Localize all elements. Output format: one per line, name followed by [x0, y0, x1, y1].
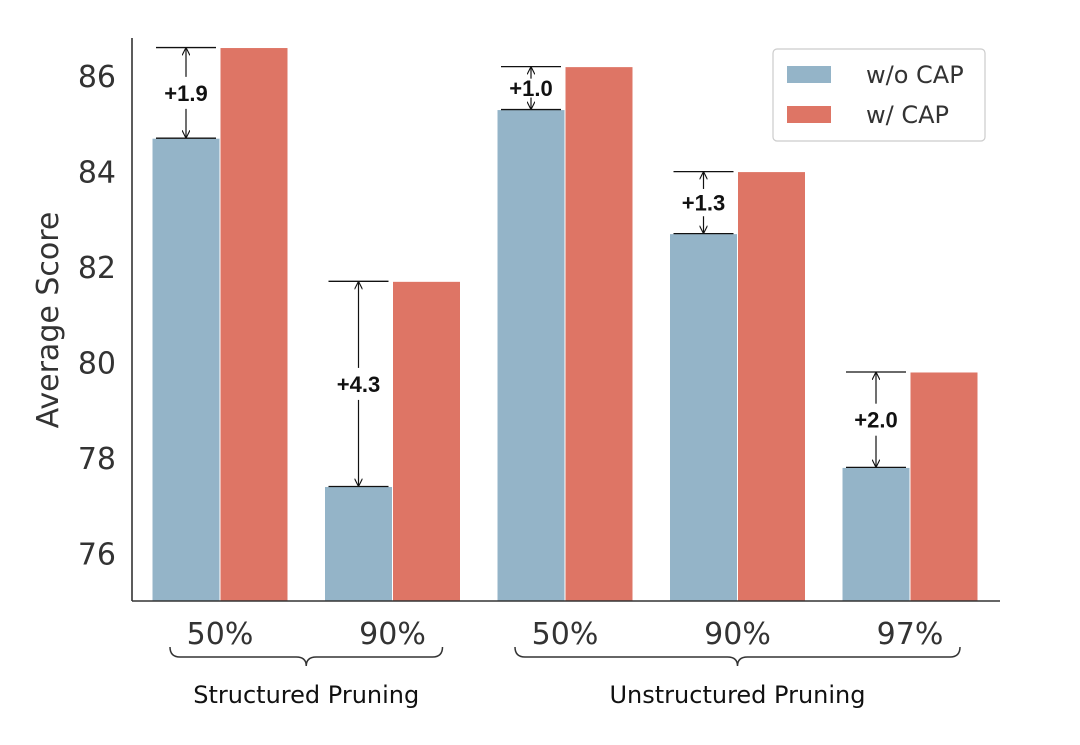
gain-label: +1.3 [682, 191, 725, 216]
y-tick-label: 84 [78, 156, 116, 191]
y-tick-label: 82 [78, 251, 116, 286]
x-tick-label: 90% [704, 617, 771, 652]
bar-with-cap [392, 280, 461, 602]
bars-layer [151, 47, 979, 602]
x-tick-label: 90% [359, 617, 426, 652]
y-tick-label: 76 [78, 537, 116, 572]
gain-annotations: +1.9 +4.3 +1.0 +1.3 +2.0 [156, 46, 906, 488]
gain-label: +2.0 [854, 408, 897, 433]
group-labels: Structured Pruning Unstructured Pruning [169, 646, 961, 709]
legend-label-with-cap: w/ CAP [866, 101, 949, 129]
group-label: Structured Pruning [193, 681, 419, 709]
gain-label: +4.3 [337, 372, 380, 397]
y-tick-label: 80 [78, 346, 116, 381]
bar-with-cap [564, 66, 634, 602]
x-tick-label: 50% [187, 617, 254, 652]
x-tick-labels: 50% 90% 50% 90% 97% [187, 617, 944, 652]
legend-swatch-without-cap [787, 66, 831, 83]
x-tick-label: 50% [532, 617, 599, 652]
y-tick-label: 78 [78, 442, 116, 477]
bar-with-cap [909, 371, 979, 602]
bar-without-cap [324, 485, 393, 602]
axes [131, 38, 1000, 602]
y-tick-labels: 76 78 80 82 84 86 [78, 60, 116, 572]
bar-without-cap [496, 109, 566, 602]
bar-with-cap [737, 171, 806, 602]
x-tick-label: 97% [877, 617, 944, 652]
legend-label-without-cap: w/o CAP [866, 61, 964, 89]
y-tick-label: 86 [78, 60, 116, 95]
group-brace [514, 646, 961, 667]
y-axis-label: Average Score [31, 212, 66, 429]
group-label: Unstructured Pruning [609, 681, 865, 709]
bar-with-cap [219, 47, 289, 602]
group-brace [169, 646, 444, 667]
gain-label: +1.9 [164, 81, 207, 106]
legend-swatch-with-cap [787, 106, 831, 123]
gain-label: +1.0 [509, 76, 552, 101]
bar-without-cap [669, 233, 738, 602]
bar-without-cap [841, 466, 911, 602]
bar-without-cap [151, 137, 221, 602]
legend: w/o CAP w/ CAP [772, 48, 986, 142]
